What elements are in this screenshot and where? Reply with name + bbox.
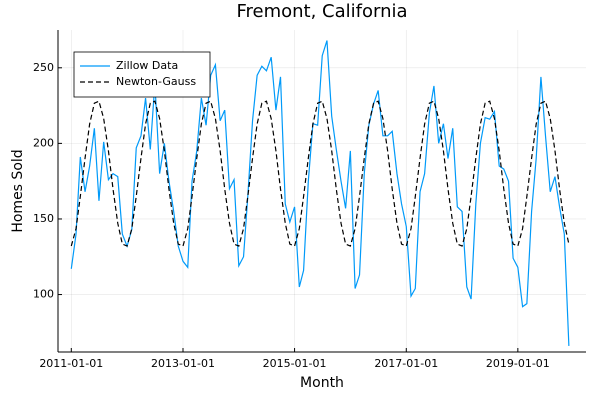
- x-axis-label: Month: [300, 375, 344, 391]
- legend-box: [73, 51, 211, 98]
- x-tick-label: 2013-01-01: [151, 357, 215, 370]
- x-tick-label: 2017-01-01: [374, 357, 438, 370]
- chart-title: Fremont, California: [236, 1, 407, 22]
- y-tick-label: 100: [33, 288, 54, 301]
- y-axis-label: Homes Sold: [10, 149, 26, 232]
- legend-label: Newton-Gauss: [116, 75, 196, 88]
- x-tick-label: 2019-01-01: [486, 357, 550, 370]
- y-tick-label: 200: [33, 136, 54, 149]
- x-tick-label: 2011-01-01: [39, 357, 103, 370]
- series-line: [70, 100, 570, 247]
- y-tick-label: 250: [33, 61, 54, 74]
- x-tick-label: 2015-01-01: [263, 357, 327, 370]
- y-tick-label: 150: [33, 212, 54, 225]
- legend-label: Zillow Data: [116, 59, 178, 72]
